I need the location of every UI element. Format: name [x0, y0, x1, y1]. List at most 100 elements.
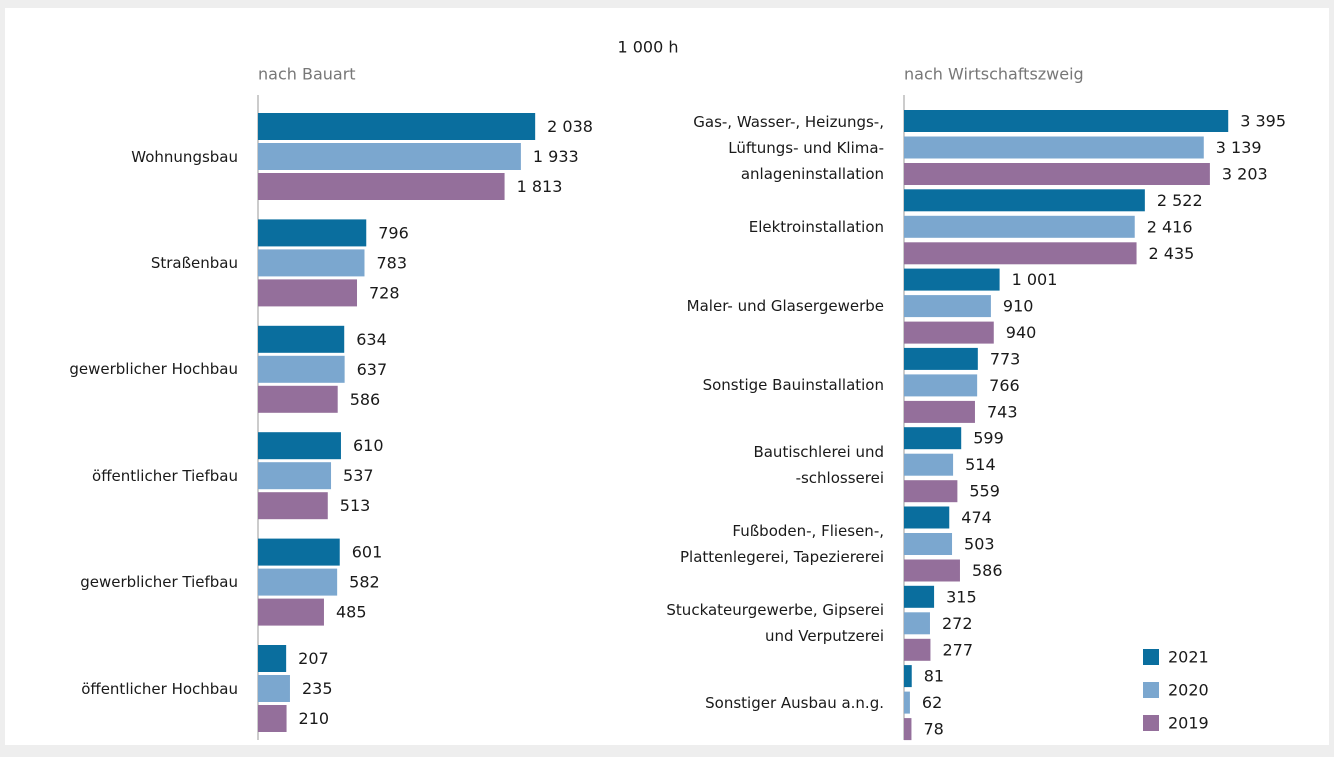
bar — [258, 249, 365, 277]
bar — [258, 325, 345, 353]
bar — [258, 219, 367, 247]
value-label: 78 — [923, 720, 943, 739]
bar — [904, 453, 954, 476]
value-label: 62 — [922, 693, 942, 712]
value-label: 207 — [298, 649, 329, 668]
bar — [904, 559, 960, 582]
value-label: 728 — [369, 283, 400, 302]
bar — [904, 321, 994, 344]
value-label: 2 435 — [1149, 244, 1195, 263]
value-label: 537 — [343, 466, 374, 485]
value-label: 586 — [972, 561, 1003, 580]
value-label: 773 — [990, 349, 1021, 368]
value-label: 2 522 — [1157, 191, 1203, 210]
bar — [258, 705, 287, 732]
legend-label: 2020 — [1168, 681, 1209, 700]
bar — [904, 347, 978, 370]
value-label: 586 — [350, 390, 381, 409]
value-label: 910 — [1003, 297, 1034, 316]
bar — [904, 295, 991, 318]
bar — [258, 113, 536, 140]
bar — [258, 143, 521, 170]
bar — [904, 189, 1145, 212]
bar — [904, 110, 1229, 132]
value-label: 1 813 — [517, 177, 563, 196]
category-label: Gas-, Wasser-, Heizungs-, Lüftungs- und … — [693, 112, 884, 183]
category-label: öffentlicher Tiefbau — [92, 466, 238, 485]
value-label: 272 — [942, 614, 973, 633]
value-label: 277 — [942, 640, 973, 659]
value-label: 210 — [299, 709, 330, 728]
bar — [258, 538, 340, 566]
legend-swatch — [1143, 649, 1159, 665]
bar — [904, 268, 1000, 291]
category-label: Bautischlerei und -schlosserei — [753, 442, 884, 487]
bar — [258, 645, 287, 672]
value-label: 2 416 — [1147, 217, 1193, 236]
value-label: 514 — [965, 455, 996, 474]
value-label: 940 — [1006, 323, 1037, 342]
value-label: 582 — [349, 573, 380, 592]
bar — [258, 675, 290, 702]
value-label: 766 — [989, 376, 1020, 395]
value-label: 235 — [302, 679, 333, 698]
legend-label: 2019 — [1168, 714, 1209, 733]
bar — [258, 432, 341, 460]
bar — [904, 612, 930, 635]
bar — [904, 400, 975, 423]
category-label: Elektroinstallation — [748, 217, 884, 236]
category-label: Sonstige Bauinstallation — [702, 376, 884, 395]
bar — [258, 598, 324, 626]
subtitle: nach Bauart — [258, 65, 356, 84]
bar — [258, 279, 358, 307]
legend-label: 2021 — [1168, 648, 1209, 667]
value-label: 315 — [946, 587, 977, 606]
value-label: 634 — [356, 330, 387, 349]
value-label: 3 139 — [1216, 138, 1262, 157]
bar — [904, 163, 1210, 185]
category-label: Wohnungsbau — [131, 147, 238, 166]
bar — [904, 374, 978, 397]
category-label: gewerblicher Tiefbau — [80, 573, 238, 592]
bar — [258, 462, 332, 490]
legend-swatch — [1143, 682, 1159, 698]
bar — [904, 691, 910, 714]
legend-swatch — [1143, 715, 1159, 731]
value-label: 474 — [961, 508, 992, 527]
category-label: gewerblicher Hochbau — [69, 360, 238, 379]
bar — [258, 568, 338, 596]
value-label: 559 — [969, 482, 1000, 501]
value-label: 610 — [353, 436, 384, 455]
value-label: 513 — [340, 496, 371, 515]
value-label: 1 001 — [1012, 270, 1058, 289]
value-label: 485 — [336, 603, 367, 622]
bar — [258, 355, 345, 383]
value-label: 599 — [973, 429, 1004, 448]
value-label: 601 — [352, 543, 383, 562]
value-label: 743 — [987, 402, 1018, 421]
bar — [904, 242, 1137, 265]
bar — [258, 173, 505, 200]
bar — [904, 215, 1135, 238]
bar — [904, 427, 962, 450]
value-label: 3 203 — [1222, 165, 1268, 184]
bar — [904, 665, 912, 688]
unit-label: 1 000 h — [617, 38, 678, 57]
bar — [904, 533, 953, 555]
bar — [904, 718, 912, 741]
category-label: Sonstiger Ausbau a.n.g. — [705, 693, 884, 712]
bar — [904, 585, 935, 608]
value-label: 81 — [924, 667, 944, 686]
value-label: 637 — [357, 360, 388, 379]
value-label: 2 038 — [547, 117, 593, 136]
bar — [904, 480, 958, 503]
category-label: öffentlicher Hochbau — [81, 679, 238, 698]
category-label: Straßenbau — [150, 253, 238, 272]
bar — [904, 638, 931, 661]
bar — [258, 492, 328, 520]
category-label: Fußboden-, Fliesen-, Plattenlegerei, Tap… — [679, 522, 884, 566]
subtitle: nach Wirtschaftszweig — [904, 65, 1084, 84]
bar — [258, 385, 338, 413]
value-label: 796 — [378, 223, 409, 242]
